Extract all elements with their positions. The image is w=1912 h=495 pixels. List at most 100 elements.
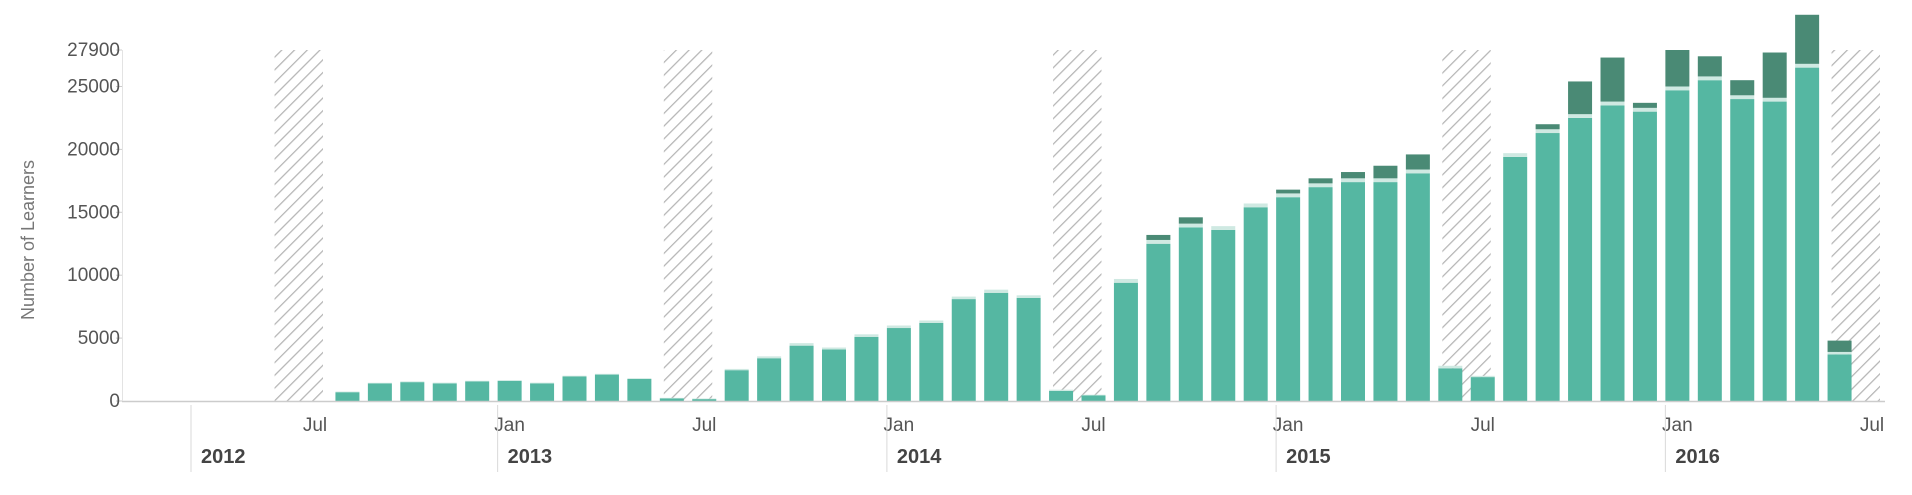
bar-2013-08-s0 <box>724 370 749 401</box>
bar-2016-01-s2 <box>1665 50 1690 87</box>
bar-2015-07-s1 <box>1470 375 1495 378</box>
bar-2014-11-s1 <box>1211 226 1236 230</box>
bar-2015-01-s1 <box>1276 193 1301 198</box>
bar-2014-09-s2 <box>1146 234 1171 240</box>
bar-2014-03-s0 <box>951 299 976 401</box>
bar-2014-03-s1 <box>951 296 976 300</box>
bar-2015-07-s0 <box>1470 377 1495 401</box>
bar-2012-08-s0 <box>335 392 360 401</box>
y-tick-label-20000: 20000 <box>67 139 120 160</box>
bar-2014-05-s0 <box>1016 297 1041 401</box>
bar-2012-11-s0 <box>432 383 457 401</box>
y-tick-label-25000: 25000 <box>67 76 120 97</box>
bar-2016-01-s0 <box>1665 90 1690 402</box>
bar-2016-05-s2 <box>1795 14 1820 64</box>
bar-2013-09-s0 <box>757 358 782 401</box>
bar-2013-02-s1 <box>530 382 555 384</box>
bar-2014-11-s0 <box>1211 229 1236 401</box>
bar-2014-09-s0 <box>1146 243 1171 401</box>
y-ticks: 0 5000 10000 15000 20000 25000 27900 <box>67 40 122 412</box>
x-month-label-1: Jan <box>494 415 525 436</box>
bar-2013-06-s1 <box>659 397 684 399</box>
bar-2013-03-s0 <box>562 376 587 401</box>
bar-2015-01-s0 <box>1276 197 1301 401</box>
bar-2012-09-s1 <box>367 382 392 384</box>
bar-2015-03-s2 <box>1341 172 1365 179</box>
bar-2014-10-s2 <box>1178 217 1203 224</box>
x-month-label-6: Jul <box>1471 415 1495 436</box>
x-month-label-5: Jan <box>1273 415 1304 436</box>
bar-2015-02-s2 <box>1308 178 1333 184</box>
bar-2014-09-s1 <box>1146 239 1171 244</box>
bar-2014-06-s0 <box>1049 390 1074 401</box>
bar-2016-06-s0 <box>1827 354 1852 401</box>
bar-2015-12-s2 <box>1632 102 1657 108</box>
y-tick-label-0: 0 <box>109 391 120 412</box>
bar-2014-02-s1 <box>919 320 944 323</box>
hatched-period-0 <box>274 50 323 401</box>
bar-2015-09-s1 <box>1535 129 1560 134</box>
bar-2015-11-s1 <box>1600 101 1625 106</box>
bar-2013-01-s0 <box>497 380 522 401</box>
bar-2013-04-s0 <box>594 374 619 401</box>
year-label-2012: 2012 <box>201 446 246 468</box>
x-month-label-3: Jan <box>884 415 915 436</box>
bar-2014-04-s0 <box>984 292 1009 401</box>
bar-2015-10-s0 <box>1568 117 1593 401</box>
bar-2016-06-s2 <box>1827 340 1852 352</box>
bar-2014-12-s0 <box>1243 207 1268 401</box>
bar-2015-08-s0 <box>1503 156 1528 401</box>
bar-2012-10-s0 <box>400 382 425 401</box>
x-month-label-7: Jan <box>1662 415 1693 436</box>
bar-2013-06-s0 <box>659 398 684 401</box>
bar-2013-08-s1 <box>724 368 749 371</box>
bar-2014-10-s1 <box>1178 223 1203 228</box>
bar-2013-03-s1 <box>562 375 587 377</box>
bar-2016-02-s1 <box>1697 76 1722 81</box>
bar-2016-04-s2 <box>1762 52 1787 98</box>
bar-2013-04-s1 <box>594 373 619 375</box>
bar-2016-01-s1 <box>1665 86 1690 91</box>
x-month-label-4: Jul <box>1081 415 1105 436</box>
bar-2013-01-s1 <box>497 380 522 381</box>
y-tick-label-5000: 5000 <box>78 328 120 349</box>
bar-2015-04-s2 <box>1373 165 1398 179</box>
bar-2014-02-s0 <box>919 323 944 401</box>
bar-2016-05-s0 <box>1795 67 1820 401</box>
bar-2012-10-s1 <box>400 381 425 383</box>
bar-2013-11-s0 <box>822 349 846 401</box>
bar-2013-07-s0 <box>692 399 717 401</box>
bar-2014-01-s1 <box>886 325 911 329</box>
bar-2015-04-s0 <box>1373 182 1398 401</box>
bar-2014-04-s1 <box>984 289 1009 293</box>
bar-2014-08-s0 <box>1113 282 1138 401</box>
bar-2016-03-s1 <box>1730 95 1755 100</box>
bar-2013-05-s1 <box>627 378 652 379</box>
hatched-period-3 <box>1442 50 1491 401</box>
bar-2014-01-s0 <box>886 328 911 401</box>
year-label-2013: 2013 <box>508 446 553 468</box>
bar-2015-10-s2 <box>1568 81 1593 115</box>
bar-2012-12-s0 <box>465 381 490 401</box>
bar-2014-08-s1 <box>1113 278 1138 283</box>
y-tick-label-15000: 15000 <box>67 202 120 223</box>
bar-2014-05-s1 <box>1016 295 1041 298</box>
x-labels: Jul Jan Jul Jan Jul Jan Jul Jan Jul 2012 2013 2014 2… <box>190 405 1884 472</box>
bar-2015-11-s0 <box>1600 105 1625 402</box>
bar-2016-04-s1 <box>1762 97 1787 102</box>
bar-2015-06-s1 <box>1438 365 1463 369</box>
bar-2015-02-s1 <box>1308 183 1333 188</box>
bar-2013-09-s1 <box>757 356 782 359</box>
bar-2015-01-s2 <box>1276 189 1301 194</box>
bar-2013-10-s1 <box>789 343 814 346</box>
bar-2015-03-s0 <box>1341 182 1365 401</box>
bar-2016-02-s2 <box>1697 56 1722 77</box>
bar-2015-12-s1 <box>1632 107 1657 112</box>
bar-2016-05-s1 <box>1795 63 1820 68</box>
x-month-label-0: Jul <box>303 415 327 436</box>
bar-2016-06-s1 <box>1827 351 1852 355</box>
bar-2013-05-s0 <box>627 378 652 401</box>
bar-2012-12-s1 <box>465 380 490 382</box>
